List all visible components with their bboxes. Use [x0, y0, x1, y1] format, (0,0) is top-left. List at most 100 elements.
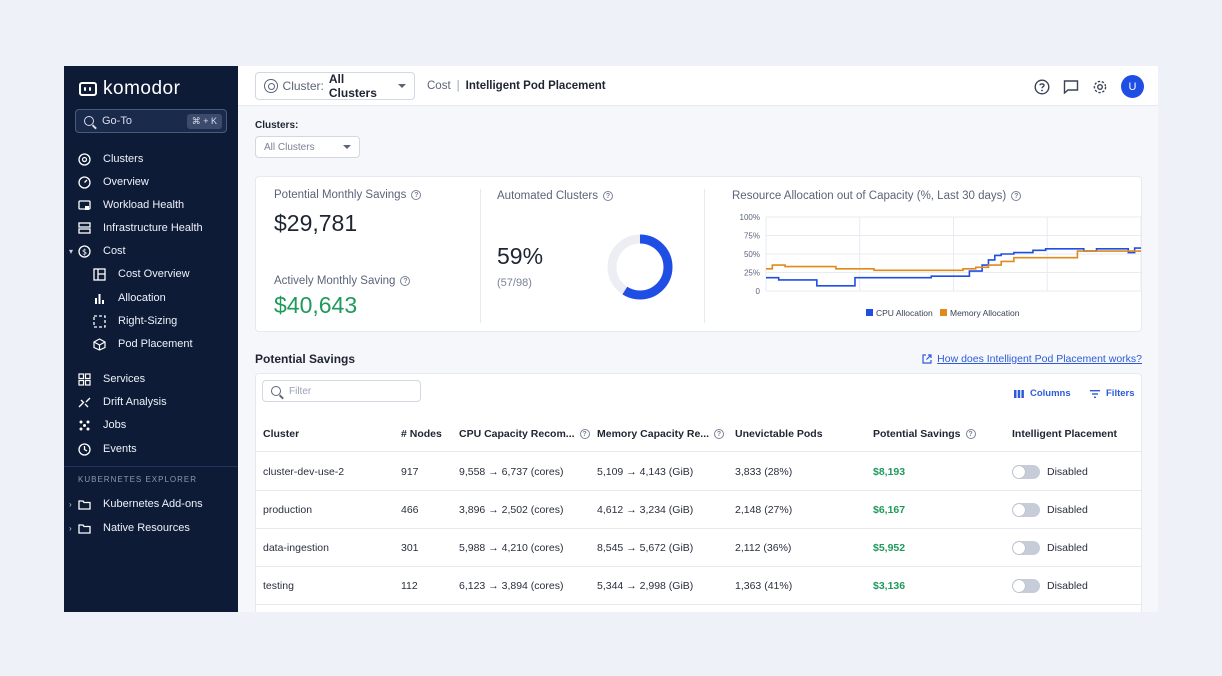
placement-toggle[interactable]	[1012, 503, 1040, 517]
cell-unevictable: 2,148 (27%)	[735, 504, 793, 516]
automated-clusters-label-text: Automated Clusters	[497, 190, 598, 202]
stats-card: Potential Monthly Savings ? $29,781 Acti…	[255, 176, 1142, 332]
sidebar-item-workload-health[interactable]: Workload Health	[78, 197, 184, 213]
filter-placeholder: Filter	[289, 385, 312, 397]
divider	[704, 189, 705, 323]
help-icon[interactable]: ?	[1011, 191, 1022, 201]
k8s-icon	[264, 79, 278, 93]
sidebar-item-allocation[interactable]: Allocation	[93, 290, 166, 306]
help-icon[interactable]: ?	[400, 276, 411, 286]
y-tick-label: 0	[756, 287, 761, 296]
column-header-nodes[interactable]: # Nodes	[401, 428, 442, 440]
sidebar-item-kubernetes-addons[interactable]: Kubernetes Add-ons	[78, 496, 203, 512]
placement-toggle[interactable]	[1012, 465, 1040, 479]
actively-saving-label: Actively Monthly Saving ?	[274, 275, 411, 287]
legend-label: CPU Allocation	[876, 308, 933, 318]
goto-search[interactable]: Go-To ⌘ + K	[75, 109, 227, 133]
actively-saving-label-text: Actively Monthly Saving	[274, 275, 396, 287]
sidebar-item-label: Infrastructure Health	[103, 222, 203, 234]
placement-toggle[interactable]	[1012, 579, 1040, 593]
sidebar-item-pod-placement[interactable]: Pod Placement	[93, 336, 193, 352]
sidebar-item-jobs[interactable]: Jobs	[78, 417, 126, 433]
help-icon[interactable]: ?	[714, 429, 725, 439]
columns-button[interactable]: Columns	[1014, 388, 1071, 399]
cell-savings: $3,136	[873, 580, 906, 592]
cell-memory: 5,109 → 4,143 (GiB)	[597, 466, 694, 478]
placement-toggle[interactable]	[1012, 541, 1040, 555]
sidebar-item-cost[interactable]: $ Cost	[78, 243, 126, 259]
cell-unevictable: 2,112 (36%)	[735, 542, 792, 554]
dollar-icon: $	[78, 244, 91, 258]
gear-icon[interactable]	[1092, 79, 1108, 95]
goto-label: Go-To	[102, 115, 132, 127]
sidebar-item-label: Allocation	[118, 292, 166, 304]
komodor-logo[interactable]: komodor	[79, 78, 180, 100]
filter-icon	[1090, 389, 1100, 398]
column-header-label: # Nodes	[401, 428, 442, 440]
filter-input[interactable]: Filter	[262, 380, 421, 402]
help-link[interactable]: How does Intelligent Pod Placement works…	[922, 353, 1142, 365]
jobs-icon	[78, 419, 91, 432]
main-content: Cluster: All Clusters Cost | Intelligent…	[238, 66, 1158, 612]
table-row[interactable]: cluster-dev-use-2 917 9,558 → 6,737 (cor…	[256, 453, 1141, 491]
series-line-cpu	[766, 247, 1141, 287]
external-link-icon	[922, 354, 932, 364]
cell-placement-status: Disabled	[1047, 580, 1088, 592]
column-header-label: Intelligent Placement	[1012, 428, 1118, 440]
clusters-filter-select[interactable]: All Clusters	[255, 136, 360, 158]
chat-icon[interactable]	[1063, 79, 1079, 95]
sidebar-item-services[interactable]: Services	[78, 371, 145, 387]
automated-clusters-fraction: (57/98)	[497, 277, 532, 289]
table-row[interactable]: data-ingestion 301 5,988 → 4,210 (cores)…	[256, 529, 1141, 567]
sidebar-item-clusters[interactable]: Clusters	[78, 151, 143, 167]
chevron-right-icon[interactable]: ›	[69, 500, 72, 509]
cell-cluster: production	[263, 504, 313, 516]
column-header-savings[interactable]: Potential Savings?	[873, 428, 976, 440]
sidebar-item-drift-analysis[interactable]: Drift Analysis	[78, 394, 167, 410]
legend-swatch	[866, 309, 873, 316]
help-icon[interactable]: ?	[603, 191, 613, 201]
table-row[interactable]: testing 112 6,123 → 3,894 (cores) 5,344 …	[256, 567, 1141, 605]
sidebar-item-overview[interactable]: Overview	[78, 174, 149, 190]
column-header-label: Unevictable Pods	[735, 428, 823, 440]
savings-table: Filter Columns Filters Cluster # Nodes C…	[255, 373, 1142, 612]
sidebar-item-native-resources[interactable]: Native Resources	[78, 520, 190, 536]
sidebar-item-label: Pod Placement	[118, 338, 193, 350]
resource-allocation-chart: 100% 75% 50% 25% 0 CPU Allocation Memory Alloc…	[740, 213, 1142, 318]
cluster-select-value: All Clusters	[328, 72, 377, 100]
help-icon[interactable]	[1034, 78, 1050, 95]
chart-title: Resource Allocation out of Capacity (%, …	[732, 190, 1007, 202]
column-header-memory[interactable]: Memory Capacity Re...?	[597, 428, 725, 440]
help-icon[interactable]: ?	[411, 190, 422, 200]
column-header-unevictable[interactable]: Unevictable Pods	[735, 428, 823, 440]
sidebar-item-events[interactable]: Events	[78, 441, 137, 457]
filters-button-label: Filters	[1106, 388, 1135, 399]
search-icon	[84, 116, 94, 126]
cell-cluster: cluster-dev-use-2	[263, 466, 345, 478]
column-header-placement[interactable]: Intelligent Placement	[1012, 428, 1117, 440]
sidebar-item-cost-overview[interactable]: Cost Overview	[93, 266, 190, 282]
cell-memory: 5,344 → 2,998 (GiB)	[597, 580, 694, 592]
column-header-cpu[interactable]: CPU Capacity Recom...?	[459, 428, 590, 440]
column-header-cluster[interactable]: Cluster	[263, 428, 299, 440]
chevron-down-icon	[343, 145, 351, 149]
filters-button[interactable]: Filters	[1090, 388, 1135, 399]
cluster-select[interactable]: Cluster: All Clusters	[255, 72, 415, 100]
avatar[interactable]: U	[1121, 75, 1144, 98]
resize-icon	[93, 314, 106, 328]
breadcrumb-root[interactable]: Cost	[427, 80, 451, 92]
cell-savings: $5,952	[873, 542, 906, 554]
cell-nodes: 112	[401, 580, 418, 592]
breadcrumb: Cost | Intelligent Pod Placement	[427, 80, 606, 92]
sidebar-item-infrastructure-health[interactable]: Infrastructure Health	[78, 220, 203, 236]
sidebar-item-right-sizing[interactable]: Right-Sizing	[93, 313, 177, 329]
help-icon[interactable]: ?	[579, 429, 590, 439]
cost-expand-chevron-icon[interactable]: ▾	[69, 247, 74, 256]
potential-savings-value: $29,781	[274, 210, 358, 236]
sidebar-item-label: Native Resources	[103, 522, 190, 534]
help-icon[interactable]: ?	[965, 429, 976, 439]
chevron-right-icon[interactable]: ›	[69, 524, 72, 533]
sidebar: komodor Go-To ⌘ + K Clusters Overview Wo…	[64, 66, 238, 612]
table-row[interactable]: production 466 3,896 → 2,502 (cores) 4,6…	[256, 491, 1141, 529]
sidebar-item-label: Jobs	[103, 419, 127, 431]
